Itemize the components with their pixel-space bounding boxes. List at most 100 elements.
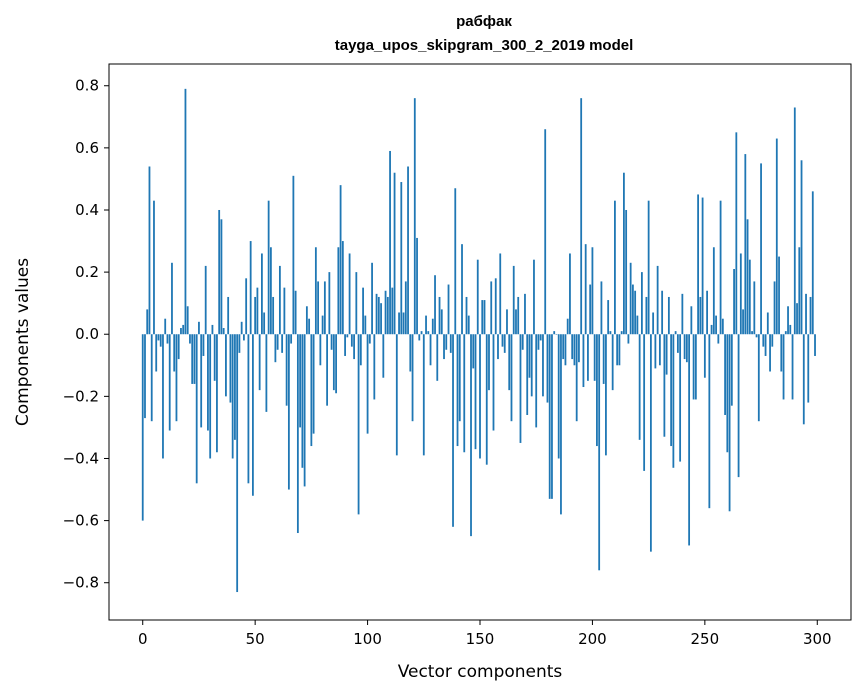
bar (157, 334, 160, 341)
bar (587, 334, 589, 381)
bar (278, 265, 281, 335)
bar (614, 200, 616, 335)
bar (317, 281, 320, 335)
bar (191, 334, 194, 384)
bar (694, 334, 697, 400)
bar (344, 334, 346, 356)
bar (267, 200, 270, 335)
bar (476, 259, 479, 335)
bar (764, 334, 767, 356)
bar (784, 331, 787, 335)
bar (735, 132, 738, 335)
bar (171, 262, 173, 335)
x-axis-label: Vector components (398, 662, 563, 682)
bar (350, 334, 353, 347)
bar (346, 334, 349, 338)
bar (589, 284, 592, 335)
bar (168, 334, 171, 431)
bar (229, 334, 232, 403)
bar (173, 334, 176, 372)
bar (416, 237, 418, 335)
bar (629, 262, 632, 335)
bar (195, 334, 198, 484)
bar (607, 300, 610, 335)
bar (537, 334, 540, 350)
bar (272, 296, 275, 335)
bar (461, 244, 463, 335)
bar (418, 334, 421, 341)
bar (234, 334, 236, 440)
x-tick-label: 100 (353, 630, 382, 648)
bar (530, 334, 533, 397)
bar (515, 309, 517, 335)
bar (299, 334, 302, 428)
bar (357, 334, 360, 515)
bar (737, 334, 740, 478)
bar (276, 334, 279, 350)
y-tick-label: −0.2 (63, 387, 99, 405)
bar (386, 296, 389, 335)
x-tick-label: 50 (246, 630, 265, 648)
bar (440, 309, 443, 335)
bar (431, 318, 434, 335)
bar (793, 107, 796, 335)
bar (710, 324, 713, 335)
bar (245, 278, 248, 335)
y-tick-label: −0.4 (63, 449, 99, 467)
bar (281, 334, 284, 353)
bar (521, 334, 524, 350)
bar (715, 315, 717, 335)
bar (274, 334, 277, 363)
bar (292, 175, 295, 335)
bar (638, 334, 641, 440)
bar (427, 331, 430, 335)
bar (789, 324, 792, 335)
bar (582, 334, 585, 388)
bar (348, 253, 351, 335)
bar (182, 324, 185, 335)
bar (564, 334, 567, 366)
bar (389, 150, 391, 335)
bar (566, 318, 569, 335)
bar (632, 284, 634, 335)
y-tick-label: 0.8 (75, 77, 99, 95)
bar (580, 98, 583, 335)
bar (697, 194, 699, 335)
bar (676, 334, 679, 353)
bar (681, 293, 684, 335)
bar (463, 334, 466, 453)
bar (265, 334, 268, 412)
bar (600, 281, 603, 335)
y-axis-label: Components values (13, 258, 33, 426)
bar (751, 331, 753, 335)
bar (422, 334, 425, 456)
x-tick-label: 250 (691, 630, 720, 648)
bar (220, 219, 223, 335)
y-tick-label: 0.4 (75, 201, 99, 219)
bar (616, 334, 619, 366)
bar (685, 334, 688, 363)
bar (661, 290, 664, 335)
bar (703, 334, 706, 378)
bar (780, 334, 783, 372)
bar (429, 334, 432, 366)
bar (366, 334, 369, 434)
bar (796, 303, 798, 335)
bar (748, 259, 751, 335)
bar (339, 185, 342, 335)
bar (508, 334, 511, 391)
bar (692, 334, 695, 400)
bar (328, 272, 331, 335)
bar (640, 272, 643, 335)
bar (611, 334, 614, 391)
bar (247, 334, 250, 484)
bar (721, 318, 724, 335)
bar (494, 278, 497, 335)
bar (542, 334, 544, 397)
bar (407, 166, 409, 335)
bar (321, 315, 324, 335)
bar (708, 334, 711, 509)
bar (323, 281, 326, 335)
x-tick-label: 150 (466, 630, 495, 648)
bar (355, 272, 358, 335)
